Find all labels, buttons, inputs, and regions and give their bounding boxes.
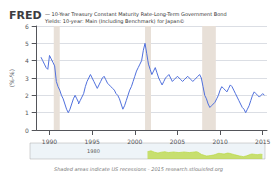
svg-text:1995: 1995 <box>85 138 100 145</box>
svg-text:4: 4 <box>25 57 29 64</box>
svg-text:6: 6 <box>25 23 29 30</box>
svg-text:— 10-Year Treasury Constant Ma: — 10-Year Treasury Constant Maturity Rat… <box>45 11 227 18</box>
svg-text:5: 5 <box>25 40 29 47</box>
svg-text:Shaded areas indicate US reces: Shaded areas indicate US recessions - 20… <box>54 166 223 173</box>
svg-text:1980: 1980 <box>87 148 100 154</box>
svg-text:Yields: 10-year: Main (Includi: Yields: 10-year: Main (Including Benchma… <box>44 18 185 25</box>
svg-text:FRED: FRED <box>9 9 42 22</box>
svg-text:2000: 2000 <box>127 138 142 145</box>
svg-text:2005: 2005 <box>170 138 185 145</box>
svg-text:2015: 2015 <box>255 138 270 145</box>
svg-text:3: 3 <box>25 75 29 82</box>
svg-text:2010: 2010 <box>212 138 227 145</box>
svg-text:0: 0 <box>25 127 29 134</box>
svg-text:1: 1 <box>25 109 29 116</box>
svg-text:(%-%): (%-%) <box>8 69 15 87</box>
svg-text:1990: 1990 <box>42 138 57 145</box>
svg-text:2: 2 <box>25 92 29 99</box>
